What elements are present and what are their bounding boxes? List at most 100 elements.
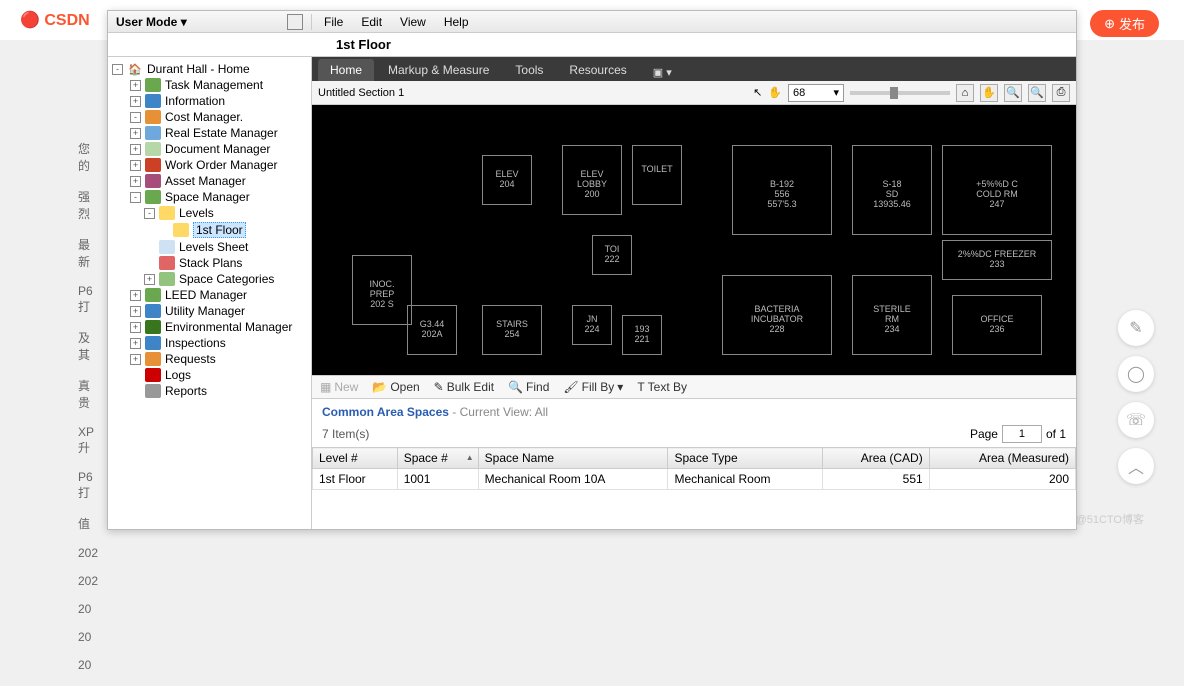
float-top-icon[interactable]: ︿ (1118, 448, 1154, 484)
float-edit-icon[interactable]: ✎ (1118, 310, 1154, 346)
tree-icon (159, 272, 175, 286)
pan-icon[interactable]: ✋ (768, 86, 782, 99)
page-label: Page (970, 427, 998, 441)
home-icon[interactable]: ⌂ (956, 84, 974, 102)
tree-root[interactable]: Durant Hall - Home (147, 62, 250, 76)
expand-icon[interactable]: + (130, 322, 141, 333)
expand-icon[interactable]: - (130, 192, 141, 203)
tree-item[interactable]: LEED Manager (165, 288, 247, 302)
tree-item[interactable]: Document Manager (165, 142, 270, 156)
menu-view[interactable]: View (400, 15, 426, 29)
tab-home[interactable]: Home (318, 59, 374, 81)
tree-item[interactable]: Task Management (165, 78, 263, 92)
expand-icon[interactable]: + (130, 144, 141, 155)
user-mode-dropdown[interactable]: User Mode ▾ (116, 15, 187, 29)
open-button[interactable]: 📂 Open (372, 380, 419, 394)
print-icon[interactable]: ⎙ (1052, 84, 1070, 102)
tab-markup-measure[interactable]: Markup & Measure (376, 59, 501, 81)
tree-item[interactable]: Space Categories (179, 272, 274, 286)
tree-item[interactable]: Levels Sheet (179, 240, 248, 254)
room-label: OFFICE236 (954, 315, 1040, 335)
tree-icon (145, 352, 161, 366)
expand-icon[interactable]: + (130, 160, 141, 171)
col-header[interactable]: Area (CAD) (823, 448, 929, 469)
tree-icon (145, 190, 161, 204)
publish-button[interactable]: ⊕ 发布 (1090, 10, 1159, 37)
zoom-select[interactable]: 68▾ (788, 84, 844, 102)
table-cell[interactable]: 1st Floor (313, 469, 398, 490)
tree-item[interactable]: Levels (179, 206, 214, 220)
textby-button[interactable]: T Text By (637, 380, 687, 394)
expand-icon[interactable]: - (144, 208, 155, 219)
menu-file[interactable]: File (324, 15, 343, 29)
tree-item[interactable]: Environmental Manager (165, 320, 292, 334)
tree-item[interactable]: Space Manager (165, 190, 250, 204)
expand-icon[interactable]: - (112, 64, 123, 75)
float-phone-icon[interactable]: ☏ (1118, 402, 1154, 438)
tree-item[interactable]: Cost Manager. (165, 110, 243, 124)
item-count: 7 Item(s) (322, 427, 970, 441)
room-label: G3.44202A (409, 320, 455, 340)
tree-item[interactable]: 1st Floor (193, 222, 246, 238)
menu-help[interactable]: Help (444, 15, 469, 29)
menu-edit[interactable]: Edit (361, 15, 382, 29)
zoom-icon[interactable]: 🔍 (1004, 84, 1022, 102)
expand-icon[interactable]: + (144, 274, 155, 285)
tree-item[interactable]: Inspections (165, 336, 226, 350)
room-label: STERILERM234 (854, 305, 930, 335)
bulkedit-button[interactable]: ✎ Bulk Edit (434, 380, 494, 394)
tree-item[interactable]: Real Estate Manager (165, 126, 278, 140)
floorplan-viewer[interactable]: INOC.PREP202 SELEV204ELEVLOBBY200TOILETT… (312, 105, 1076, 375)
col-header[interactable]: Level # (313, 448, 398, 469)
hand-icon[interactable]: ✋ (980, 84, 998, 102)
col-header[interactable]: Area (Measured) (929, 448, 1075, 469)
expand-icon[interactable]: + (130, 338, 141, 349)
facilities-app-window: User Mode ▾ File Edit View Help 1st Floor -… (107, 10, 1077, 530)
tree-icon (145, 78, 161, 92)
expand-icon[interactable]: + (130, 290, 141, 301)
tree-item[interactable]: Utility Manager (165, 304, 245, 318)
room-label: B-192556557'5.3 (734, 180, 830, 210)
tab-tools[interactable]: Tools (503, 59, 555, 81)
expand-icon[interactable]: - (130, 112, 141, 123)
expand-icon[interactable]: + (130, 306, 141, 317)
find-button[interactable]: 🔍 Find (508, 380, 549, 394)
tree-item[interactable]: Stack Plans (179, 256, 242, 270)
section-name: Untitled Section 1 (318, 87, 747, 99)
tree-item[interactable]: Information (165, 94, 225, 108)
mode-toggle-icon[interactable] (287, 14, 303, 30)
search-icon[interactable]: 🔍 (1028, 84, 1046, 102)
tree-item[interactable]: Asset Manager (165, 174, 246, 188)
expand-icon[interactable]: + (130, 96, 141, 107)
col-header[interactable]: Space Name (478, 448, 668, 469)
table-cell[interactable]: 551 (823, 469, 929, 490)
table-cell[interactable]: 1001 (397, 469, 478, 490)
table-cell[interactable]: 200 (929, 469, 1075, 490)
page-input[interactable] (1002, 425, 1042, 443)
float-headset-icon[interactable]: ◯ (1118, 356, 1154, 392)
tree-item[interactable]: Requests (165, 352, 216, 366)
table-cell[interactable]: Mechanical Room 10A (478, 469, 668, 490)
zoom-slider[interactable] (850, 91, 950, 95)
tab-resources[interactable]: Resources (557, 59, 638, 81)
cursor-icon[interactable]: ↖ (753, 86, 762, 99)
page-side-list: 您的强烈最新P6打及其真贵XP升P6打值202202202020 (78, 140, 100, 686)
col-header[interactable]: Space #▲ (397, 448, 478, 469)
expand-icon[interactable]: + (130, 80, 141, 91)
col-header[interactable]: Space Type (668, 448, 823, 469)
room-label: 193221 (624, 325, 660, 345)
tree-item[interactable]: Work Order Manager (165, 158, 277, 172)
expand-icon[interactable]: + (130, 176, 141, 187)
camera-icon[interactable]: ▣ ▾ (647, 64, 678, 81)
expand-icon[interactable]: + (130, 128, 141, 139)
fillby-button[interactable]: 🖌 Fill By ▾ (563, 380, 623, 394)
tree-item[interactable]: Reports (165, 384, 207, 398)
table-row[interactable]: 1st Floor1001Mechanical Room 10AMechanic… (313, 469, 1076, 490)
expand-icon[interactable]: + (130, 354, 141, 365)
tree-icon (145, 142, 161, 156)
room-label: INOC.PREP202 S (354, 280, 410, 310)
tree-icon (145, 174, 161, 188)
table-cell[interactable]: Mechanical Room (668, 469, 823, 490)
tree-item[interactable]: Logs (165, 368, 191, 382)
new-button[interactable]: ▦ New (320, 380, 358, 394)
